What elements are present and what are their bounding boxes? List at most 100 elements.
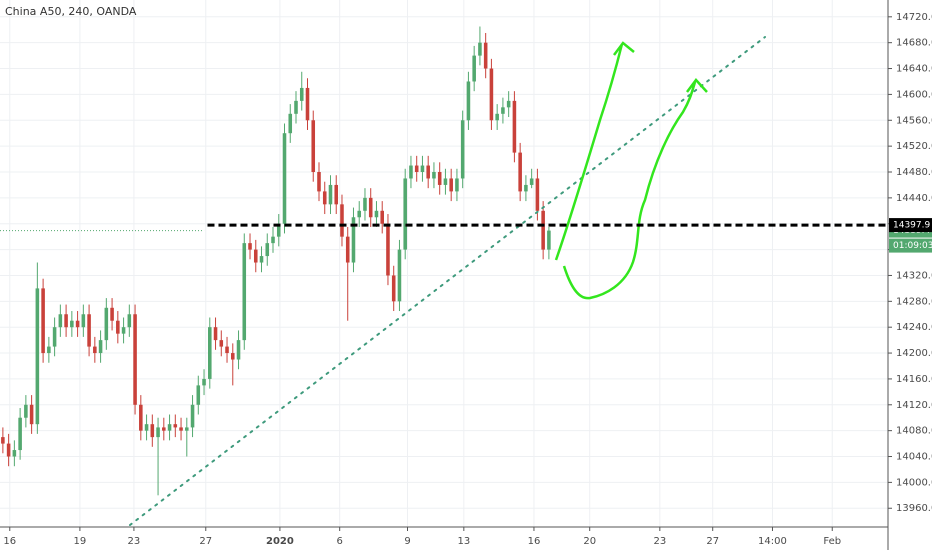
candle-body [219,340,224,347]
candle-body [432,172,436,179]
candle-body [35,288,40,425]
candle-body [466,81,471,121]
candle-body [121,327,126,334]
candle-body [64,314,68,328]
y-tick-label: 14560.0 [896,115,932,126]
level-box [889,218,932,233]
y-tick-label: 14720.0 [896,12,932,23]
x-tick-label: 19 [74,536,87,547]
candle-body [29,404,34,425]
countdown-label: 01:09:03 [893,241,932,251]
candle-body [202,378,206,386]
candle-body [420,165,425,173]
candle-body [259,256,264,263]
y-tick-label: 13960.0 [896,503,932,514]
y-tick-label: 14120.0 [896,400,932,411]
candle-body [317,172,321,192]
candle-body [213,327,218,341]
y-tick-label: 14280.0 [896,296,932,307]
x-tick-label: Feb [823,536,841,547]
candle-body [190,404,195,428]
candle-body [162,427,166,431]
candle-body [443,178,448,185]
candle-body [374,210,379,218]
candle-body [472,55,476,82]
candle-body [265,243,270,257]
candle-body [518,152,522,192]
candle-body [380,210,384,224]
candle-body [70,320,74,328]
candle-body [24,404,28,418]
candle-body [363,197,367,211]
y-tick-label: 14200.0 [896,348,932,359]
candle-body [541,210,545,250]
candle-body [294,100,298,114]
candle-body [236,340,241,360]
y-tick-label: 14080.0 [896,426,932,437]
candle-body [230,353,235,360]
candle-body [299,87,304,101]
x-tick-label: 27 [199,536,212,547]
candle-body [386,223,390,276]
candle-body [535,178,540,211]
y-tick-label: 14640.0 [896,64,932,75]
candle-body [334,184,339,205]
y-tick-label: 14680.0 [896,38,932,49]
y-tick-label: 14000.0 [896,477,932,488]
candle-body [340,204,344,237]
candle-body [328,184,333,205]
candle-body [58,314,63,328]
candle-body [524,184,528,192]
candle-body [185,427,189,431]
grid [0,0,888,527]
candle-body [127,314,132,328]
candle-body [144,424,149,431]
candle-body [397,249,402,302]
level-label: 14397.9 [893,221,930,231]
candle-body [253,249,258,263]
y-tick-label: 14440.0 [896,193,932,204]
y-tick-label: 14600.0 [896,89,932,100]
candle-body [248,243,252,250]
candle-body [455,178,459,192]
y-tick-label: 14520.0 [896,141,932,152]
candle-body [173,424,178,428]
candle-body [460,120,465,179]
candle-body [495,113,499,121]
candle-body [6,443,11,457]
candle-body [409,165,413,179]
x-tick-label: 16 [3,536,16,547]
candle-body [368,197,373,218]
candle-body [305,87,310,121]
candle-body [501,107,505,114]
candle-body [414,165,419,173]
x-tick-label: 6 [336,536,342,547]
y-tick-label: 14040.0 [896,452,932,463]
x-tick-label: 23 [653,536,666,547]
candle-body [167,424,172,431]
candle-body [41,288,45,354]
candle-body [139,404,143,431]
countdown-box [889,238,932,253]
candle-body [75,320,80,328]
x-tick-label: 16 [528,536,541,547]
candle-body [150,424,155,438]
candle-body [1,437,5,444]
drawn-arrow [554,41,635,261]
x-tick-label: 27 [706,536,719,547]
candle-body [311,120,316,173]
candle-body [529,178,534,185]
x-tick-label: 20 [583,536,596,547]
candle-body [506,100,511,108]
candle-body [483,42,488,69]
candles [1,26,551,496]
candle-body [110,307,114,321]
candle-body [104,307,109,341]
y-tick-label: 14320.0 [896,270,932,281]
candle-body [489,68,494,121]
candle-body [116,320,120,334]
candle-body [52,327,57,347]
x-tick-label: 9 [404,536,410,547]
candle-body [282,133,287,224]
